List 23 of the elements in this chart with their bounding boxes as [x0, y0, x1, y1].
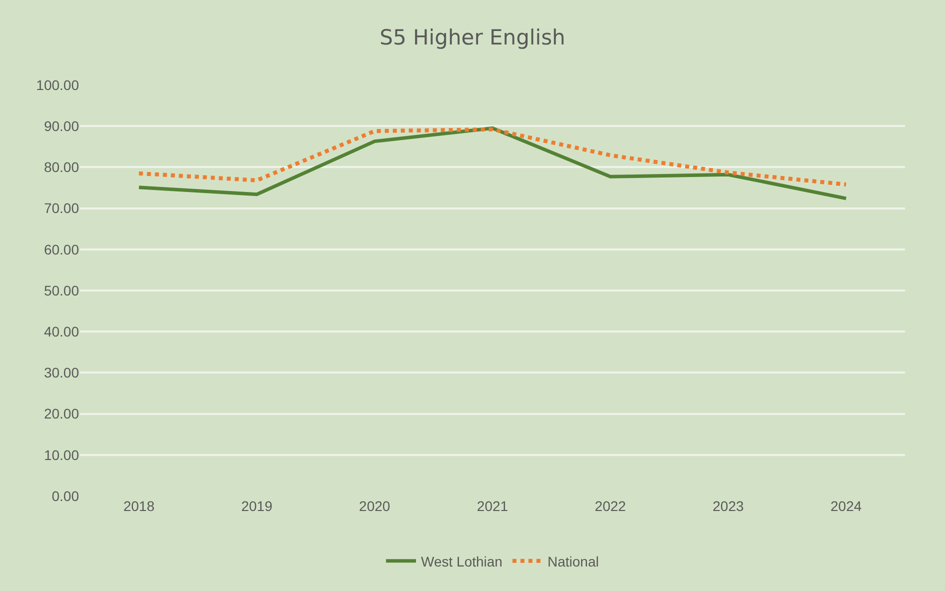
y-tick-label: 90.00	[44, 118, 80, 134]
y-tick-label: 40.00	[44, 324, 80, 340]
chart-title: S5 Higher English	[380, 25, 566, 50]
legend-label: National	[547, 553, 599, 570]
x-tick-label: 2022	[594, 498, 626, 514]
x-tick-label: 2018	[123, 498, 155, 514]
y-tick-label: 10.00	[44, 446, 80, 463]
y-tick-label: 60.00	[44, 241, 80, 258]
y-tick-label: 0.00	[52, 488, 80, 504]
x-tick-label: 2024	[830, 498, 862, 514]
y-tick-label: 80.00	[44, 159, 80, 176]
y-tick-label: 70.00	[44, 200, 80, 216]
y-tick-label: 30.00	[44, 364, 80, 381]
y-tick-label: 50.00	[44, 282, 80, 298]
y-tick-label: 100.00	[36, 76, 80, 93]
legend-label: West Lothian	[421, 553, 502, 570]
line-series	[136, 127, 848, 186]
x-tick-label: 2021	[476, 498, 508, 514]
x-tick-label: 2023	[712, 498, 744, 514]
y-tick-label: 20.00	[44, 406, 80, 422]
x-tick-label: 2020	[359, 498, 390, 514]
line-series	[137, 126, 848, 200]
x-tick-label: 2019	[241, 498, 273, 514]
